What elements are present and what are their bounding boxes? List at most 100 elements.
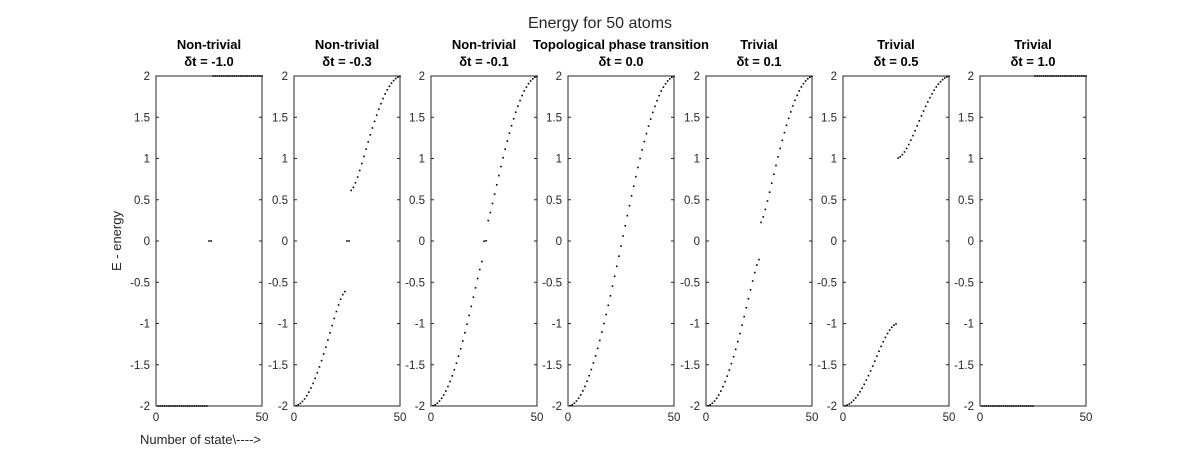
- data-point: [618, 255, 620, 258]
- y-tick-label: 1: [831, 154, 837, 166]
- data-point: [880, 345, 882, 348]
- data-point: [466, 323, 468, 326]
- data-point: [590, 368, 593, 371]
- data-point: [792, 105, 794, 107]
- subplot-5: Trivial δt = 0.1 -2 -1.5 -1 -0.5 0 0.5 1 1.5 2 0 50: [680, 37, 818, 424]
- data-point: [225, 75, 227, 77]
- subplot-title-line: δt = -1.0: [184, 54, 233, 69]
- y-tick-label: 1.5: [821, 112, 837, 124]
- data-point: [796, 94, 798, 97]
- data-point: [1036, 75, 1039, 77]
- data-point: [1004, 405, 1007, 407]
- data-point: [371, 127, 374, 129]
- data-point: [991, 405, 994, 407]
- data-point: [519, 99, 521, 102]
- data-point: [918, 120, 921, 122]
- data-point: [483, 240, 485, 242]
- data-point: [261, 75, 263, 77]
- data-point: [579, 394, 582, 396]
- subplot-title-line: δt = 1.0: [1010, 54, 1055, 69]
- y-tick-label: -0.5: [542, 277, 562, 289]
- data-point: [161, 405, 164, 407]
- data-point: [382, 97, 384, 100]
- data-point: [165, 405, 168, 407]
- data-point: [734, 348, 737, 351]
- data-point: [586, 380, 588, 383]
- data-point: [210, 240, 212, 242]
- data-point: [534, 76, 536, 79]
- data-point: [728, 369, 731, 371]
- data-point: [297, 404, 300, 406]
- y-tick-label: -2: [690, 401, 700, 413]
- data-point: [647, 125, 650, 127]
- data-point: [895, 323, 897, 325]
- data-point: [305, 394, 308, 397]
- data-point: [468, 314, 470, 317]
- data-point: [478, 268, 481, 271]
- data-point: [354, 181, 357, 184]
- data-point: [337, 304, 340, 306]
- data-point: [981, 405, 983, 407]
- data-point: [380, 102, 382, 105]
- data-point: [922, 110, 925, 112]
- data-point: [628, 204, 631, 207]
- y-tick-label: -1: [415, 319, 425, 331]
- data-point: [753, 271, 756, 274]
- data-point: [869, 370, 872, 372]
- subplot-2: Non-trivial δt = -0.3 -2 -1.5 -1 -0.5 0 0.5 1 1.5…: [268, 37, 406, 424]
- data-point: [766, 200, 769, 202]
- data-point: [517, 105, 519, 107]
- y-axis-label: E - energy: [109, 211, 124, 271]
- data-point: [440, 397, 443, 400]
- data-point: [632, 185, 635, 187]
- data-point: [737, 340, 739, 343]
- data-point: [850, 401, 853, 404]
- y-tick-label: -0.5: [817, 277, 837, 289]
- y-tick-label: 2: [831, 71, 837, 83]
- x-tick-label: 50: [394, 412, 407, 424]
- data-point: [768, 191, 771, 193]
- data-point: [1017, 405, 1019, 407]
- data-point: [442, 394, 445, 396]
- data-point: [187, 405, 189, 407]
- data-point: [318, 366, 321, 368]
- data-point: [352, 186, 355, 189]
- y-tick-label: -1: [690, 319, 700, 331]
- subplot-3: Non-trivial δt = -0.1 -2 -1.5 -1 -0.5 0 0.5 1 1.5…: [405, 37, 543, 424]
- data-point: [717, 394, 720, 396]
- data-point: [726, 375, 728, 377]
- subplot-title-line: Non-trivial: [452, 37, 516, 52]
- y-tick-label: 0: [694, 236, 700, 248]
- data-point: [314, 377, 316, 380]
- axes-frame: [293, 75, 401, 407]
- data-point: [310, 387, 312, 389]
- data-point: [227, 75, 229, 77]
- data-point: [312, 382, 314, 385]
- data-point: [626, 214, 629, 217]
- data-point: [301, 400, 304, 403]
- data-point: [316, 372, 319, 374]
- y-tick-label: 1.5: [546, 112, 562, 124]
- y-tick-label: 1.5: [684, 112, 700, 124]
- data-point: [1030, 405, 1032, 407]
- data-point: [1068, 75, 1070, 77]
- data-point: [775, 164, 777, 167]
- y-tick-label: -2: [415, 401, 425, 413]
- y-tick-label: -0.5: [405, 277, 425, 289]
- data-point: [863, 383, 865, 386]
- data-point: [747, 297, 750, 300]
- data-point: [773, 173, 775, 176]
- data-point: [645, 132, 648, 135]
- data-point: [720, 390, 722, 392]
- data-point: [527, 82, 530, 85]
- data-point: [339, 298, 342, 301]
- x-tick-label: 0: [703, 412, 709, 424]
- data-point: [709, 403, 712, 406]
- data-point: [348, 240, 350, 242]
- data-point: [624, 224, 627, 227]
- data-point: [739, 332, 741, 335]
- data-point: [521, 94, 523, 97]
- data-point: [218, 75, 221, 77]
- data-point: [223, 75, 225, 77]
- data-point: [1040, 75, 1043, 77]
